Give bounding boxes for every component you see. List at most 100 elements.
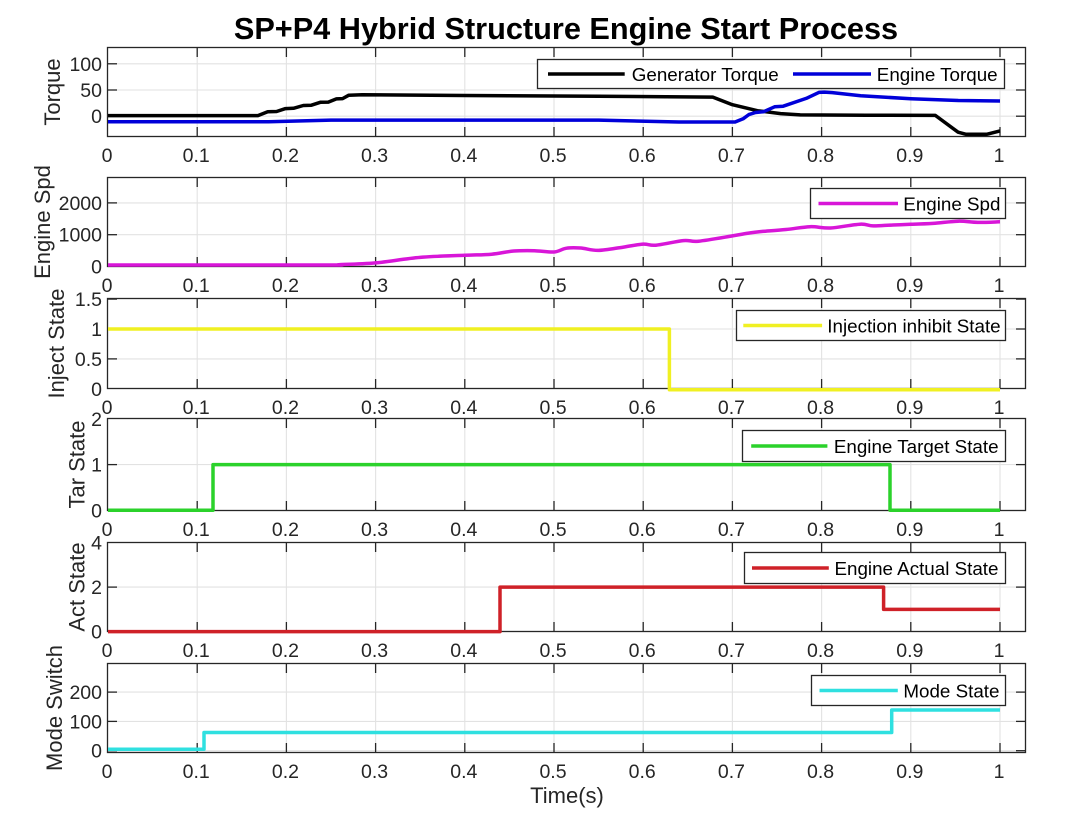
svg-text:50: 50 — [80, 80, 102, 102]
svg-text:0.7: 0.7 — [718, 145, 745, 167]
svg-text:0.4: 0.4 — [450, 640, 477, 662]
svg-text:0.6: 0.6 — [629, 640, 656, 662]
svg-text:0.6: 0.6 — [629, 397, 656, 419]
svg-text:Engine Spd: Engine Spd — [30, 165, 55, 279]
svg-text:1000: 1000 — [59, 225, 103, 247]
svg-text:0: 0 — [102, 275, 113, 297]
svg-text:1: 1 — [994, 275, 1005, 297]
svg-text:Time(s): Time(s) — [530, 783, 604, 808]
svg-text:0: 0 — [102, 640, 113, 662]
svg-text:1: 1 — [91, 455, 102, 477]
svg-text:1: 1 — [994, 397, 1005, 419]
svg-text:100: 100 — [69, 54, 102, 76]
svg-text:0.9: 0.9 — [896, 761, 923, 783]
svg-text:Mode Switch: Mode Switch — [42, 645, 67, 771]
svg-text:200: 200 — [69, 682, 102, 704]
svg-text:0: 0 — [102, 145, 113, 167]
svg-text:Engine Spd: Engine Spd — [903, 193, 1000, 214]
svg-text:0.1: 0.1 — [183, 640, 210, 662]
svg-text:1.5: 1.5 — [75, 289, 102, 311]
svg-text:0.6: 0.6 — [629, 145, 656, 167]
svg-text:Tar State: Tar State — [65, 420, 90, 508]
svg-text:0: 0 — [102, 519, 113, 541]
svg-text:Engine Target State: Engine Target State — [834, 436, 999, 457]
svg-text:0.2: 0.2 — [272, 275, 299, 297]
svg-text:0.7: 0.7 — [718, 397, 745, 419]
svg-text:0: 0 — [102, 761, 113, 783]
svg-text:0.3: 0.3 — [361, 145, 388, 167]
svg-text:0: 0 — [91, 106, 102, 128]
svg-text:0.3: 0.3 — [361, 519, 388, 541]
svg-text:0.2: 0.2 — [272, 640, 299, 662]
svg-text:Act State: Act State — [65, 542, 90, 631]
svg-text:0: 0 — [91, 622, 102, 644]
svg-text:0.2: 0.2 — [272, 397, 299, 419]
svg-text:0.7: 0.7 — [718, 761, 745, 783]
svg-text:Torque: Torque — [40, 58, 65, 125]
svg-text:4: 4 — [91, 533, 102, 555]
svg-text:1: 1 — [994, 145, 1005, 167]
svg-text:0.9: 0.9 — [896, 397, 923, 419]
svg-text:0.1: 0.1 — [183, 145, 210, 167]
svg-text:0.4: 0.4 — [450, 275, 477, 297]
svg-text:0: 0 — [91, 500, 102, 522]
svg-text:0.9: 0.9 — [896, 640, 923, 662]
svg-text:0.8: 0.8 — [807, 275, 834, 297]
svg-text:0.2: 0.2 — [272, 145, 299, 167]
svg-text:2000: 2000 — [59, 193, 103, 215]
svg-text:100: 100 — [69, 711, 102, 733]
svg-text:0.9: 0.9 — [896, 519, 923, 541]
svg-text:0: 0 — [91, 257, 102, 279]
svg-text:0.1: 0.1 — [183, 519, 210, 541]
svg-text:0.5: 0.5 — [539, 145, 566, 167]
svg-text:0.1: 0.1 — [183, 275, 210, 297]
svg-text:Generator Torque: Generator Torque — [632, 64, 779, 85]
svg-text:0.6: 0.6 — [629, 519, 656, 541]
svg-text:0.7: 0.7 — [718, 275, 745, 297]
svg-text:0.4: 0.4 — [450, 519, 477, 541]
svg-text:0.5: 0.5 — [539, 519, 566, 541]
svg-text:0.3: 0.3 — [361, 761, 388, 783]
svg-text:0.2: 0.2 — [272, 761, 299, 783]
svg-text:Mode State: Mode State — [903, 680, 999, 701]
svg-text:2: 2 — [91, 577, 102, 599]
svg-text:0.8: 0.8 — [807, 640, 834, 662]
svg-text:Engine Actual State: Engine Actual State — [835, 558, 999, 579]
svg-text:0.3: 0.3 — [361, 397, 388, 419]
svg-text:Inject State: Inject State — [44, 288, 69, 398]
svg-text:0.2: 0.2 — [272, 519, 299, 541]
svg-text:0.4: 0.4 — [450, 761, 477, 783]
svg-text:1: 1 — [994, 761, 1005, 783]
svg-text:0.5: 0.5 — [539, 275, 566, 297]
svg-text:0.4: 0.4 — [450, 145, 477, 167]
svg-text:SP+P4 Hybrid Structure Engine: SP+P4 Hybrid Structure Engine Start Proc… — [234, 11, 898, 46]
svg-text:0.7: 0.7 — [718, 640, 745, 662]
svg-text:0.9: 0.9 — [896, 145, 923, 167]
svg-text:0.5: 0.5 — [539, 761, 566, 783]
svg-text:Injection inhibit State: Injection inhibit State — [827, 315, 1000, 336]
svg-text:0.5: 0.5 — [539, 640, 566, 662]
svg-text:1: 1 — [994, 640, 1005, 662]
svg-text:0.7: 0.7 — [718, 519, 745, 541]
svg-text:0.1: 0.1 — [183, 397, 210, 419]
svg-text:0.8: 0.8 — [807, 397, 834, 419]
svg-text:0.3: 0.3 — [361, 275, 388, 297]
svg-text:0.6: 0.6 — [629, 761, 656, 783]
svg-text:0.4: 0.4 — [450, 397, 477, 419]
svg-text:0.9: 0.9 — [896, 275, 923, 297]
svg-text:0: 0 — [91, 379, 102, 401]
svg-text:2: 2 — [91, 409, 102, 431]
svg-text:0.3: 0.3 — [361, 640, 388, 662]
svg-text:0: 0 — [102, 397, 113, 419]
svg-text:0.6: 0.6 — [629, 275, 656, 297]
svg-text:0.8: 0.8 — [807, 519, 834, 541]
svg-text:0.8: 0.8 — [807, 761, 834, 783]
svg-text:0.5: 0.5 — [75, 349, 102, 371]
svg-text:0.8: 0.8 — [807, 145, 834, 167]
svg-text:0: 0 — [91, 741, 102, 763]
svg-text:1: 1 — [91, 319, 102, 341]
svg-text:0.1: 0.1 — [183, 761, 210, 783]
svg-text:Engine Torque: Engine Torque — [877, 64, 998, 85]
svg-text:0.5: 0.5 — [539, 397, 566, 419]
svg-text:1: 1 — [994, 519, 1005, 541]
